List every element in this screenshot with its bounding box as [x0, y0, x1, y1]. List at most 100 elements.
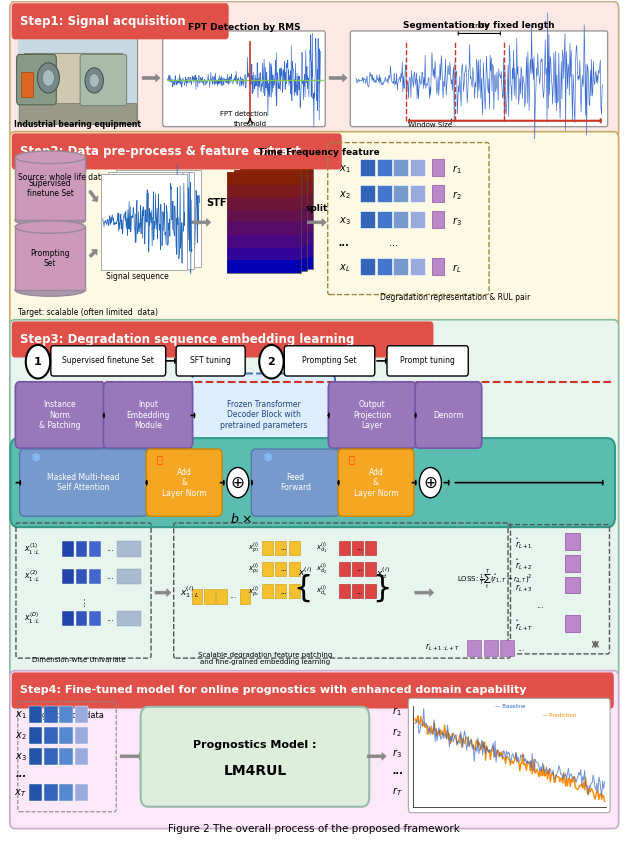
- Text: $r_{L+1:L+T}$: $r_{L+1:L+T}$: [425, 642, 460, 653]
- FancyBboxPatch shape: [216, 590, 227, 604]
- FancyBboxPatch shape: [227, 172, 301, 184]
- Text: Signal sequence: Signal sequence: [106, 272, 168, 282]
- Text: FPT detection: FPT detection: [220, 111, 268, 117]
- Circle shape: [419, 468, 442, 498]
- FancyBboxPatch shape: [234, 182, 307, 195]
- FancyBboxPatch shape: [351, 541, 362, 555]
- Text: ...: ...: [356, 566, 364, 572]
- FancyBboxPatch shape: [351, 584, 362, 599]
- FancyBboxPatch shape: [10, 438, 615, 527]
- Text: $x^{(i)}_d$: $x^{(i)}_d$: [376, 565, 390, 581]
- Text: $r_3$: $r_3$: [452, 215, 461, 228]
- FancyBboxPatch shape: [376, 160, 392, 176]
- FancyBboxPatch shape: [10, 2, 619, 140]
- Text: Dimension-wise Univariate: Dimension-wise Univariate: [32, 658, 125, 664]
- Text: Segmentation by fixed length: Segmentation by fixed length: [403, 20, 555, 29]
- FancyBboxPatch shape: [234, 258, 307, 271]
- FancyBboxPatch shape: [44, 784, 58, 801]
- FancyBboxPatch shape: [12, 321, 433, 357]
- FancyBboxPatch shape: [80, 55, 127, 106]
- FancyBboxPatch shape: [240, 181, 313, 193]
- Text: Feed
Forward: Feed Forward: [280, 473, 311, 492]
- FancyBboxPatch shape: [90, 569, 101, 584]
- Text: $r_1$: $r_1$: [452, 163, 461, 176]
- FancyBboxPatch shape: [275, 541, 286, 555]
- FancyBboxPatch shape: [360, 160, 376, 176]
- Text: ...: ...: [280, 545, 287, 551]
- FancyBboxPatch shape: [275, 562, 286, 576]
- Text: Add
&
Layer Norm: Add & Layer Norm: [162, 468, 206, 498]
- Circle shape: [259, 345, 284, 378]
- FancyBboxPatch shape: [262, 562, 273, 576]
- Text: 2: 2: [268, 357, 275, 367]
- Text: Step1: Signal acquisition: Step1: Signal acquisition: [20, 15, 185, 28]
- FancyBboxPatch shape: [240, 193, 313, 206]
- FancyBboxPatch shape: [431, 160, 444, 176]
- Text: ...: ...: [389, 237, 398, 247]
- FancyBboxPatch shape: [75, 784, 88, 801]
- FancyBboxPatch shape: [240, 219, 313, 231]
- FancyBboxPatch shape: [234, 246, 307, 258]
- FancyBboxPatch shape: [44, 748, 58, 764]
- FancyBboxPatch shape: [76, 569, 88, 584]
- FancyBboxPatch shape: [24, 53, 122, 108]
- FancyBboxPatch shape: [18, 34, 137, 124]
- FancyBboxPatch shape: [415, 382, 482, 448]
- Text: $r_L$: $r_L$: [452, 262, 461, 275]
- Text: Denorm: Denorm: [433, 410, 463, 420]
- Text: $x^{(2)}_{1:L}$: $x^{(2)}_{1:L}$: [24, 569, 40, 584]
- FancyBboxPatch shape: [387, 346, 468, 376]
- FancyBboxPatch shape: [240, 168, 313, 181]
- Ellipse shape: [15, 283, 85, 296]
- Text: Masked Multi-head
Self Attention: Masked Multi-head Self Attention: [47, 473, 120, 492]
- FancyBboxPatch shape: [410, 211, 425, 228]
- Text: ...: ...: [280, 589, 287, 595]
- FancyBboxPatch shape: [339, 562, 349, 576]
- FancyBboxPatch shape: [44, 706, 58, 722]
- FancyBboxPatch shape: [360, 211, 376, 228]
- FancyBboxPatch shape: [227, 172, 301, 272]
- FancyBboxPatch shape: [360, 185, 376, 202]
- FancyBboxPatch shape: [565, 577, 580, 594]
- FancyBboxPatch shape: [227, 222, 301, 235]
- Text: Add
&
Layer Norm: Add & Layer Norm: [354, 468, 398, 498]
- FancyBboxPatch shape: [234, 208, 307, 220]
- FancyBboxPatch shape: [90, 611, 101, 627]
- FancyBboxPatch shape: [234, 220, 307, 233]
- Text: $\hat{r}_{L+1}$: $\hat{r}_{L+1}$: [515, 536, 532, 551]
- FancyBboxPatch shape: [240, 590, 250, 604]
- FancyBboxPatch shape: [104, 382, 193, 448]
- FancyBboxPatch shape: [18, 34, 137, 124]
- FancyBboxPatch shape: [565, 555, 580, 572]
- FancyBboxPatch shape: [393, 211, 408, 228]
- FancyBboxPatch shape: [75, 727, 88, 743]
- Text: Prompting Set: Prompting Set: [302, 357, 356, 365]
- Text: $x^{(D)}_{1:L}$: $x^{(D)}_{1:L}$: [24, 611, 40, 627]
- Text: $x^{(i)}_{d_2}$: $x^{(i)}_{d_2}$: [316, 562, 328, 577]
- Text: $x^{(i)}_{p_2}$: $x^{(i)}_{p_2}$: [248, 562, 259, 576]
- FancyBboxPatch shape: [376, 211, 392, 228]
- Text: Degradation data: Degradation data: [30, 711, 104, 720]
- FancyBboxPatch shape: [565, 616, 580, 632]
- Text: ...: ...: [16, 769, 27, 779]
- FancyBboxPatch shape: [408, 698, 610, 812]
- FancyBboxPatch shape: [227, 197, 301, 209]
- Text: $r_1$: $r_1$: [392, 706, 402, 718]
- Text: split: split: [305, 204, 328, 213]
- FancyBboxPatch shape: [289, 562, 300, 576]
- FancyBboxPatch shape: [19, 103, 136, 124]
- FancyBboxPatch shape: [10, 320, 619, 679]
- FancyBboxPatch shape: [118, 542, 141, 557]
- FancyBboxPatch shape: [289, 584, 300, 599]
- Text: ...: ...: [106, 544, 114, 553]
- FancyBboxPatch shape: [227, 184, 301, 197]
- FancyBboxPatch shape: [565, 533, 580, 550]
- FancyBboxPatch shape: [75, 748, 88, 764]
- FancyBboxPatch shape: [108, 172, 194, 268]
- Text: ...: ...: [106, 572, 114, 581]
- Text: $\hat{r}_{L+T}$: $\hat{r}_{L+T}$: [515, 618, 533, 632]
- FancyBboxPatch shape: [192, 373, 335, 456]
- Text: Prompting
Set: Prompting Set: [30, 249, 70, 268]
- FancyBboxPatch shape: [376, 258, 392, 275]
- Text: Scalable degradation feature patching
and fine-grained embedding learning: Scalable degradation feature patching an…: [198, 652, 333, 665]
